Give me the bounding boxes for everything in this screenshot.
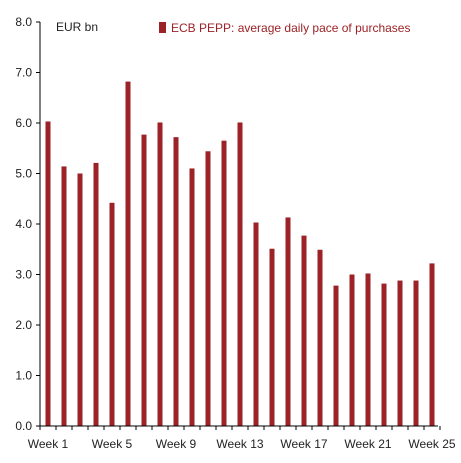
- y-tick-label: 8.0: [15, 15, 32, 29]
- legend-swatch: [159, 22, 166, 33]
- bar: [61, 166, 67, 426]
- bars: [45, 81, 435, 427]
- legend-entry: ECB PEPP: average daily pace of purchase…: [171, 21, 410, 35]
- x-tick-label: Week 25: [408, 437, 455, 451]
- x-tick-label: Week 13: [216, 437, 263, 451]
- y-unit-label: EUR bn: [56, 20, 98, 34]
- bar: [189, 168, 195, 426]
- bar: [285, 217, 291, 426]
- y-tick-label: 7.0: [15, 66, 32, 80]
- y-tick-label: 6.0: [15, 116, 32, 130]
- bar: [157, 122, 163, 427]
- bar: [317, 249, 323, 426]
- bar: [349, 274, 355, 426]
- bar: [253, 222, 259, 426]
- x-tick-label: Week 5: [92, 437, 133, 451]
- x-axis: Week 1 Week 5 Week 9 Week 13 Week 17 Week 21 W…: [28, 425, 456, 451]
- bar: [269, 248, 275, 426]
- bar: [301, 235, 307, 426]
- bar: [237, 122, 243, 427]
- y-tick-label: 3.0: [15, 268, 32, 282]
- x-tick-label: Week 17: [280, 437, 327, 451]
- bar: [365, 273, 371, 426]
- bar: [93, 162, 99, 426]
- y-tick-label: 4.0: [15, 217, 32, 231]
- bar: [413, 280, 419, 426]
- y-tick-label: 2.0: [15, 318, 32, 332]
- bar: [45, 121, 51, 427]
- y-tick-label: 5.0: [15, 167, 32, 181]
- x-tick-label: Week 9: [156, 437, 197, 451]
- bar: [381, 283, 387, 426]
- bar: [77, 173, 83, 426]
- bar: [397, 280, 403, 426]
- legend: ECB PEPP: average daily pace of purchase…: [159, 21, 410, 35]
- bar: [429, 263, 435, 426]
- bar: [205, 151, 211, 426]
- y-tick-label: 0.0: [15, 419, 32, 433]
- y-axis: 0.0 1.0 2.0 3.0 4.0 5.0 6.0 7.0 8.0: [15, 15, 41, 433]
- bar: [141, 134, 147, 427]
- bar: [333, 285, 339, 426]
- bar: [109, 202, 115, 426]
- bar: [125, 81, 131, 426]
- x-tick-label: Week 21: [344, 437, 391, 451]
- bar: [221, 140, 227, 427]
- bar: [173, 137, 179, 426]
- y-tick-label: 1.0: [15, 369, 32, 383]
- x-tick-label: Week 1: [28, 437, 69, 451]
